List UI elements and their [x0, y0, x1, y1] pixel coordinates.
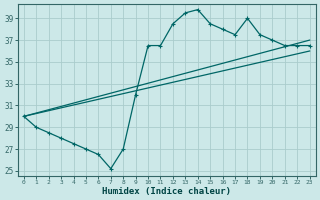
X-axis label: Humidex (Indice chaleur): Humidex (Indice chaleur) [102, 187, 231, 196]
